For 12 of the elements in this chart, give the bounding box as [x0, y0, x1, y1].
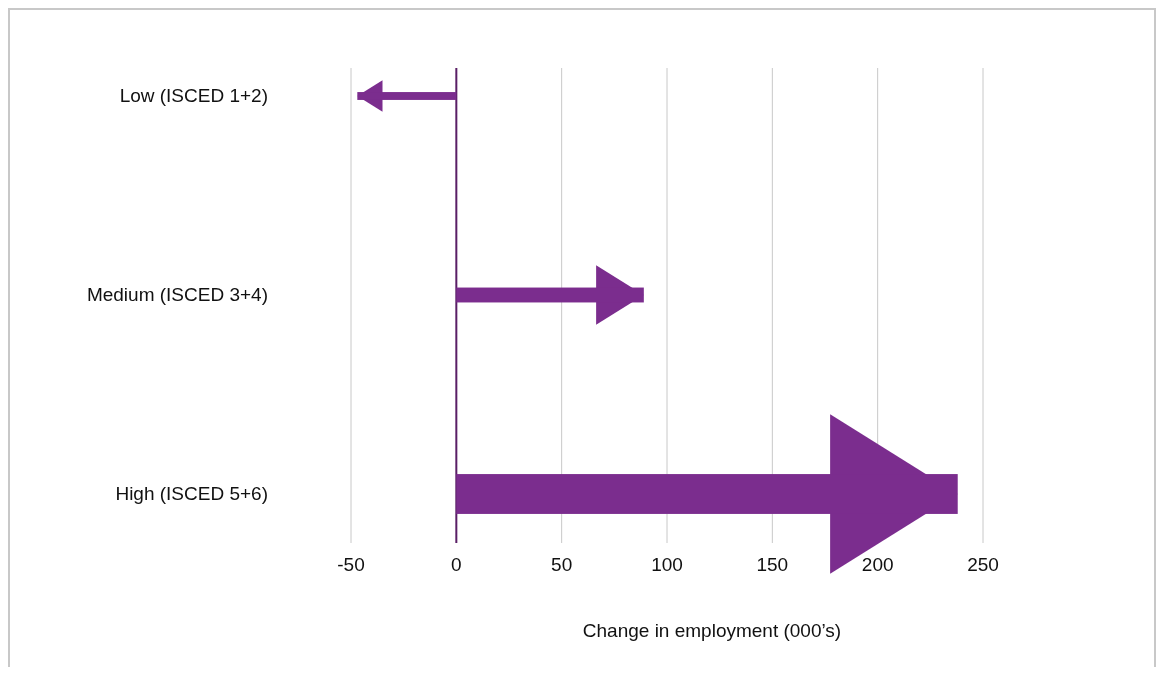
x-tick-label: 100: [651, 554, 683, 575]
y-tick-label: Low (ISCED 1+2): [119, 85, 268, 106]
x-tick-label: 50: [551, 554, 573, 575]
x-tick-label: 0: [451, 554, 462, 575]
x-tick-label: 250: [967, 554, 999, 575]
bar: [456, 287, 644, 303]
x-axis-title: Change in employment (000’s): [582, 620, 842, 641]
y-tick-label: High (ISCED 5+6): [115, 483, 268, 504]
x-tick-label: 150: [756, 554, 789, 575]
y-tick-label: Medium (ISCED 3+4): [86, 284, 268, 305]
x-tick-label: -50: [337, 554, 365, 575]
x-tick-label: 200: [861, 554, 894, 575]
